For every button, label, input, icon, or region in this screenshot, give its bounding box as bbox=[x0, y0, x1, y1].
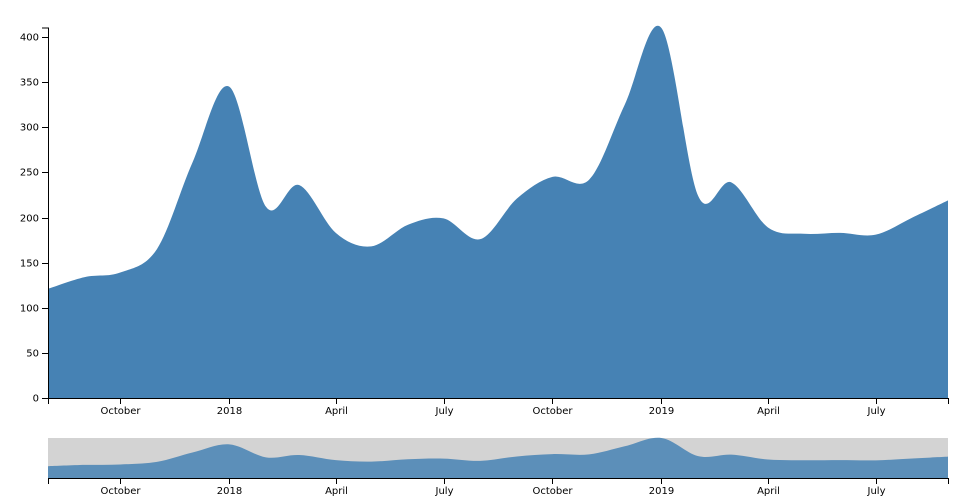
x-tick: July bbox=[867, 398, 886, 417]
context-area-series bbox=[48, 437, 948, 478]
y-tick: 0 bbox=[33, 394, 48, 405]
context-x-tick-label: 2019 bbox=[649, 486, 674, 497]
y-axis-line bbox=[42, 27, 49, 399]
x-tick-label: October bbox=[532, 406, 573, 417]
x-tick: 2018 bbox=[217, 398, 242, 417]
y-tick: 50 bbox=[26, 349, 48, 360]
x-tick-label: 2018 bbox=[217, 406, 242, 417]
x-tick-label: 2019 bbox=[649, 406, 674, 417]
y-tick-label: 150 bbox=[20, 259, 39, 270]
y-tick-label: 50 bbox=[26, 349, 39, 360]
context-x-tick-label: 2018 bbox=[217, 486, 242, 497]
y-tick: 250 bbox=[20, 168, 48, 179]
context-x-tick-label: July bbox=[435, 486, 454, 497]
context-x-tick-label: October bbox=[100, 486, 141, 497]
y-tick: 400 bbox=[20, 33, 48, 44]
context-chart: October 2018 April July October 2019 April July bbox=[48, 437, 949, 497]
x-tick: April bbox=[757, 398, 780, 417]
x-tick-label: April bbox=[325, 406, 348, 417]
context-x-tick-label: October bbox=[532, 486, 573, 497]
y-tick-label: 350 bbox=[20, 78, 39, 89]
y-tick: 100 bbox=[20, 304, 48, 315]
x-tick: July bbox=[435, 398, 454, 417]
y-tick-label: 0 bbox=[33, 394, 39, 405]
x-tick-label: July bbox=[867, 406, 886, 417]
y-tick: 150 bbox=[20, 259, 48, 270]
context-x-tick: 2018 bbox=[217, 478, 242, 497]
context-x-tick: July bbox=[867, 478, 886, 497]
y-tick: 300 bbox=[20, 123, 48, 134]
x-tick-label: April bbox=[757, 406, 780, 417]
x-tick: April bbox=[325, 398, 348, 417]
context-x-tick-label: July bbox=[867, 486, 886, 497]
context-x-tick: April bbox=[325, 478, 348, 497]
context-x-tick: October bbox=[532, 478, 573, 497]
x-tick: October bbox=[100, 398, 141, 417]
x-tick-label: July bbox=[435, 406, 454, 417]
y-tick-label: 250 bbox=[20, 168, 39, 179]
y-tick-label: 200 bbox=[20, 214, 39, 225]
context-x-tick: April bbox=[757, 478, 780, 497]
context-x-tick-label: April bbox=[757, 486, 780, 497]
y-tick: 350 bbox=[20, 78, 48, 89]
y-tick-label: 300 bbox=[20, 123, 39, 134]
focus-chart: 0 50 100 150 200 250 300 350 400 October 2018 Apri… bbox=[20, 25, 949, 417]
x-axis: October 2018 April July October 2019 April July bbox=[48, 398, 949, 417]
context-x-tick: July bbox=[435, 478, 454, 497]
context-x-axis-line bbox=[48, 478, 949, 484]
x-tick: October bbox=[532, 398, 573, 417]
y-tick-label: 400 bbox=[20, 33, 39, 44]
context-x-axis: October 2018 April July October 2019 April July bbox=[48, 478, 949, 497]
x-tick-label: October bbox=[100, 406, 141, 417]
context-x-tick-label: April bbox=[325, 486, 348, 497]
y-tick: 200 bbox=[20, 214, 48, 225]
y-axis: 0 50 100 150 200 250 300 350 400 bbox=[20, 27, 49, 405]
focus-area-series bbox=[48, 25, 948, 398]
context-x-tick: October bbox=[100, 478, 141, 497]
x-axis-line bbox=[48, 398, 949, 404]
x-tick: 2019 bbox=[649, 398, 674, 417]
context-x-tick: 2019 bbox=[649, 478, 674, 497]
y-tick-label: 100 bbox=[20, 304, 39, 315]
